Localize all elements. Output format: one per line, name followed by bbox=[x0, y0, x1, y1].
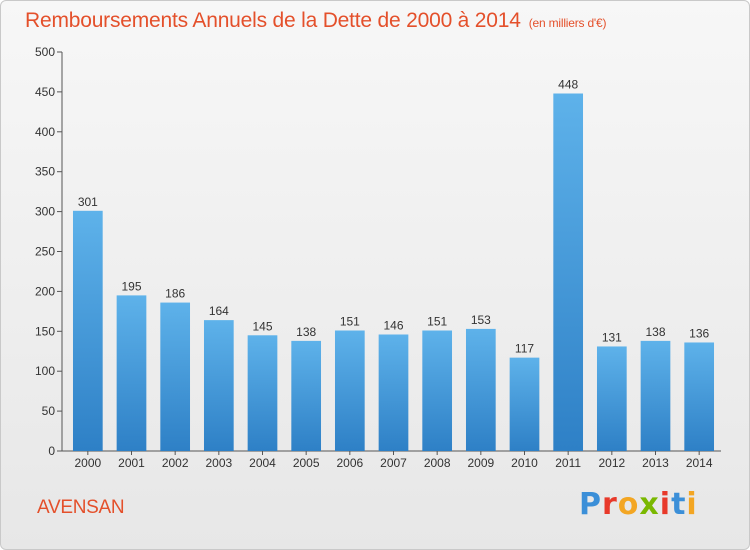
bar bbox=[640, 340, 671, 451]
data-label: 164 bbox=[209, 304, 229, 318]
data-label: 151 bbox=[427, 315, 447, 329]
x-tick-label: 2007 bbox=[380, 456, 407, 470]
x-tick-label: 2014 bbox=[686, 456, 713, 470]
bar bbox=[596, 346, 627, 451]
bar bbox=[203, 320, 234, 451]
data-label: 138 bbox=[296, 325, 316, 339]
bar bbox=[465, 328, 496, 451]
bar bbox=[291, 340, 322, 451]
x-tick-label: 2002 bbox=[162, 456, 189, 470]
town-name: AVENSAN bbox=[37, 497, 125, 518]
bar bbox=[116, 295, 147, 451]
x-tick-label: 2001 bbox=[118, 456, 145, 470]
data-label: 117 bbox=[515, 342, 534, 356]
bar bbox=[160, 302, 191, 451]
x-tick-label: 2012 bbox=[598, 456, 625, 470]
bar bbox=[334, 330, 365, 451]
x-tick-label: 2011 bbox=[555, 456, 581, 470]
y-tick-label: 100 bbox=[35, 364, 55, 378]
y-tick-label: 250 bbox=[35, 245, 55, 259]
data-label: 153 bbox=[471, 313, 491, 327]
x-tick-label: 2010 bbox=[511, 456, 538, 470]
chart-subtitle: (en milliers d'€) bbox=[528, 16, 607, 30]
bar bbox=[378, 334, 409, 451]
chart-title: Remboursements Annuels de la Dette de 20… bbox=[25, 9, 606, 33]
logo-letter: x bbox=[639, 487, 660, 522]
data-label: 186 bbox=[165, 287, 185, 301]
logo-letter: t bbox=[671, 487, 687, 522]
y-tick-label: 0 bbox=[48, 444, 55, 458]
data-label: 448 bbox=[558, 77, 578, 91]
y-tick-label: 350 bbox=[35, 165, 55, 179]
x-tick-label: 2003 bbox=[205, 456, 232, 470]
title-text: Remboursements Annuels de la Dette de 20… bbox=[25, 9, 521, 32]
data-label: 131 bbox=[602, 330, 622, 344]
data-label: 301 bbox=[78, 195, 98, 209]
y-tick-label: 400 bbox=[35, 125, 55, 139]
bar bbox=[247, 335, 278, 451]
data-label: 195 bbox=[121, 279, 141, 293]
x-tick-label: 2008 bbox=[424, 456, 451, 470]
y-tick-label: 150 bbox=[35, 324, 55, 338]
logo-letter: P bbox=[579, 487, 602, 522]
data-label: 145 bbox=[252, 319, 272, 333]
logo-letter: r bbox=[602, 487, 618, 522]
proxiti-logo: Proxiti bbox=[579, 487, 698, 522]
y-tick-label: 50 bbox=[42, 404, 56, 418]
y-tick-label: 300 bbox=[35, 205, 55, 219]
data-label: 146 bbox=[383, 318, 403, 332]
x-tick-label: 2005 bbox=[293, 456, 320, 470]
bar bbox=[509, 357, 540, 451]
logo-letter: i bbox=[659, 487, 672, 522]
y-tick-label: 200 bbox=[35, 284, 55, 298]
logo-letter: o bbox=[617, 487, 640, 522]
x-tick-label: 2004 bbox=[249, 456, 276, 470]
data-label: 136 bbox=[689, 326, 709, 340]
bar bbox=[72, 210, 103, 451]
bar bbox=[553, 93, 584, 451]
x-tick-label: 2013 bbox=[642, 456, 669, 470]
logo-letter: i bbox=[686, 487, 698, 522]
data-label: 151 bbox=[340, 315, 360, 329]
y-tick-label: 500 bbox=[35, 45, 55, 59]
y-tick-label: 450 bbox=[35, 85, 55, 99]
x-tick-label: 2000 bbox=[74, 456, 101, 470]
x-tick-label: 2009 bbox=[467, 456, 494, 470]
bar bbox=[422, 330, 453, 451]
x-tick-label: 2006 bbox=[336, 456, 363, 470]
data-label: 138 bbox=[645, 325, 665, 339]
bar bbox=[684, 342, 715, 451]
